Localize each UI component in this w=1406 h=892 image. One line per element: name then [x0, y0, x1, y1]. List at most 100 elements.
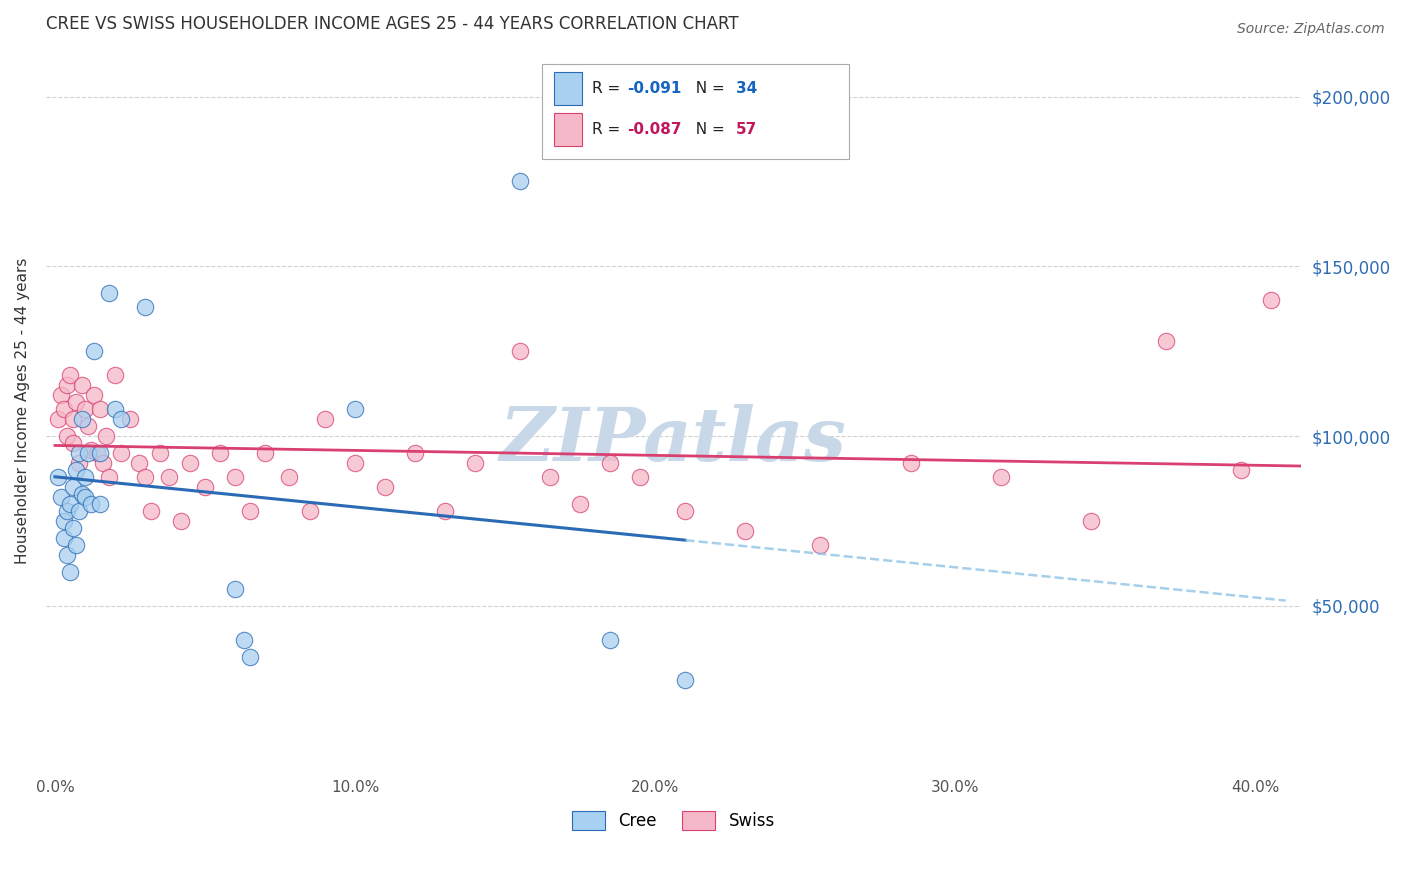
- Point: [49, 490, 72, 504]
- Point: [46, 469, 69, 483]
- Point: [110, 446, 132, 460]
- Point: [98, 469, 121, 483]
- Point: [98, 286, 121, 301]
- Point: [53, 401, 76, 416]
- Point: [599, 456, 621, 470]
- Point: [464, 456, 486, 470]
- Point: [59, 565, 82, 579]
- Point: [86, 446, 108, 460]
- Point: [434, 504, 457, 518]
- Point: [65, 395, 87, 409]
- Point: [104, 368, 127, 382]
- Point: [509, 344, 531, 359]
- Point: [65, 538, 87, 552]
- Text: CREE VS SWISS HOUSEHOLDER INCOME AGES 25 - 44 YEARS CORRELATION CHART: CREE VS SWISS HOUSEHOLDER INCOME AGES 25…: [46, 15, 738, 33]
- Point: [73, 490, 96, 504]
- Point: [404, 446, 426, 460]
- Point: [170, 514, 193, 528]
- Point: [62, 435, 84, 450]
- Text: N =: N =: [686, 81, 730, 95]
- Point: [569, 497, 592, 511]
- Point: [233, 632, 256, 647]
- Point: [128, 456, 150, 470]
- Point: [1229, 463, 1251, 477]
- Point: [59, 497, 82, 511]
- Text: ZIPatlas: ZIPatlas: [501, 403, 846, 476]
- Point: [118, 412, 141, 426]
- Point: [990, 469, 1012, 483]
- Point: [46, 412, 69, 426]
- Text: -0.087: -0.087: [627, 121, 682, 136]
- Point: [628, 469, 651, 483]
- Point: [56, 548, 79, 562]
- FancyBboxPatch shape: [554, 112, 582, 145]
- Point: [254, 446, 277, 460]
- Point: [179, 456, 201, 470]
- Point: [734, 524, 756, 538]
- Text: -0.091: -0.091: [627, 81, 682, 95]
- Point: [65, 463, 87, 477]
- Point: [70, 412, 93, 426]
- Point: [134, 469, 156, 483]
- Point: [224, 469, 246, 483]
- Point: [59, 368, 82, 382]
- Point: [239, 649, 262, 664]
- Point: [1080, 514, 1102, 528]
- Point: [278, 469, 301, 483]
- Point: [53, 514, 76, 528]
- Point: [239, 504, 262, 518]
- Text: 57: 57: [737, 121, 758, 136]
- Legend: Cree, Swiss: Cree, Swiss: [565, 804, 782, 837]
- Point: [62, 412, 84, 426]
- Point: [224, 582, 246, 596]
- Point: [94, 429, 117, 443]
- Point: [1154, 334, 1177, 348]
- Point: [139, 504, 162, 518]
- Point: [344, 401, 367, 416]
- Point: [53, 531, 76, 545]
- Point: [374, 480, 396, 494]
- Point: [73, 401, 96, 416]
- Point: [110, 412, 132, 426]
- Point: [49, 388, 72, 402]
- Point: [62, 521, 84, 535]
- Point: [194, 480, 217, 494]
- Point: [73, 469, 96, 483]
- Point: [80, 497, 103, 511]
- Text: R =: R =: [592, 121, 624, 136]
- Point: [314, 412, 336, 426]
- Text: Source: ZipAtlas.com: Source: ZipAtlas.com: [1237, 22, 1385, 37]
- Text: N =: N =: [686, 121, 730, 136]
- Point: [673, 504, 696, 518]
- Point: [56, 429, 79, 443]
- Point: [810, 538, 832, 552]
- Point: [599, 632, 621, 647]
- Point: [89, 497, 111, 511]
- FancyBboxPatch shape: [541, 64, 849, 159]
- Point: [149, 446, 172, 460]
- Point: [83, 388, 105, 402]
- Point: [509, 174, 531, 188]
- Point: [134, 300, 156, 314]
- Point: [91, 456, 114, 470]
- Point: [299, 504, 322, 518]
- Point: [67, 456, 90, 470]
- Point: [538, 469, 561, 483]
- Point: [673, 673, 696, 688]
- Y-axis label: Householder Income Ages 25 - 44 years: Householder Income Ages 25 - 44 years: [15, 258, 30, 564]
- FancyBboxPatch shape: [554, 72, 582, 104]
- Point: [104, 401, 127, 416]
- Point: [77, 418, 100, 433]
- Point: [209, 446, 232, 460]
- Point: [900, 456, 922, 470]
- Point: [89, 401, 111, 416]
- Point: [1260, 293, 1282, 308]
- Point: [344, 456, 367, 470]
- Point: [77, 446, 100, 460]
- Point: [56, 378, 79, 392]
- Point: [70, 487, 93, 501]
- Point: [62, 480, 84, 494]
- Point: [89, 446, 111, 460]
- Text: R =: R =: [592, 81, 624, 95]
- Point: [70, 378, 93, 392]
